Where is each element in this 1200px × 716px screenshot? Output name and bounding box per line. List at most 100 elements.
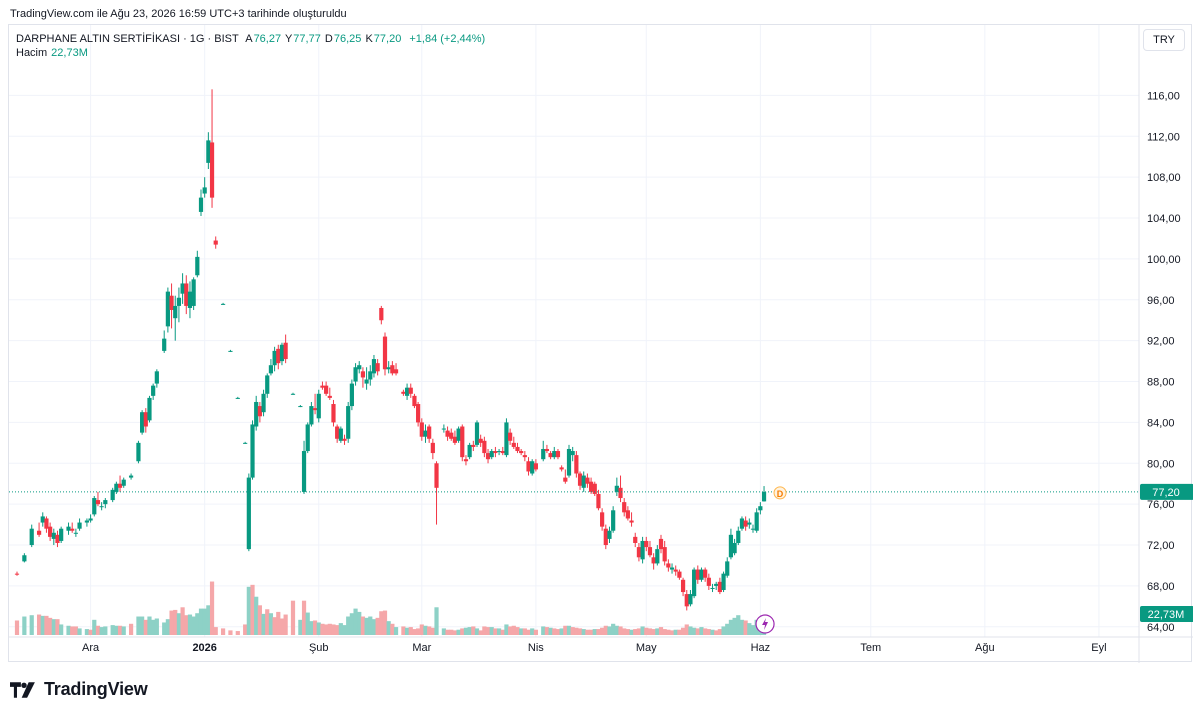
volume-bar bbox=[298, 619, 303, 635]
candle-body bbox=[592, 483, 597, 494]
candle-body bbox=[95, 500, 101, 505]
candle-body bbox=[59, 528, 64, 541]
candle-body bbox=[677, 571, 682, 578]
candle-body bbox=[246, 477, 251, 550]
candle-body bbox=[48, 526, 53, 537]
currency-button[interactable]: TRY bbox=[1143, 29, 1185, 51]
candle-body bbox=[471, 444, 476, 447]
candle-body bbox=[176, 297, 182, 306]
volume-bar bbox=[732, 617, 737, 635]
volume-bar bbox=[254, 596, 259, 635]
volume-bar bbox=[95, 625, 101, 635]
candle-body bbox=[544, 448, 550, 452]
candle-body bbox=[725, 561, 730, 576]
volume-bar bbox=[206, 605, 211, 635]
candle-body bbox=[117, 483, 123, 488]
candle-body bbox=[401, 391, 406, 394]
candle-body bbox=[290, 393, 296, 395]
candle-body bbox=[736, 530, 741, 543]
candle-body bbox=[198, 197, 204, 212]
candle-body bbox=[40, 516, 45, 523]
candle-body bbox=[206, 140, 211, 163]
volume-bar bbox=[73, 626, 78, 635]
candle-body bbox=[36, 530, 42, 535]
candle-body bbox=[504, 422, 509, 456]
candle-body bbox=[658, 538, 664, 550]
volume-bar bbox=[176, 613, 182, 635]
volume-bar bbox=[684, 624, 689, 635]
volume-bar bbox=[195, 613, 200, 635]
candle-body bbox=[316, 393, 321, 419]
volume-bar bbox=[77, 628, 82, 635]
volume-bar bbox=[220, 628, 226, 635]
candle-body bbox=[703, 569, 708, 578]
chart-frame[interactable]: 64,00 68,00 72,00 76,00 80,00 84,00 88,00 92,00… bbox=[8, 24, 1193, 663]
candle-body bbox=[77, 522, 82, 529]
candle-body bbox=[103, 500, 108, 505]
candle-body bbox=[493, 451, 498, 454]
volume-bar bbox=[368, 616, 373, 635]
x-tick-label: May bbox=[636, 642, 657, 654]
volume-bar bbox=[489, 627, 494, 635]
volume-bar bbox=[555, 629, 561, 635]
volume-bar bbox=[614, 625, 619, 635]
candle-body bbox=[268, 365, 274, 374]
volume-bar bbox=[51, 619, 56, 635]
y-tick-label: 92,00 bbox=[1147, 336, 1175, 348]
candle-body bbox=[728, 534, 734, 558]
volume-bar bbox=[29, 615, 34, 635]
volume-bar bbox=[423, 625, 428, 635]
candle-body bbox=[301, 451, 307, 492]
candle-body bbox=[585, 477, 590, 484]
candle-body bbox=[320, 385, 325, 388]
candle-body bbox=[680, 579, 686, 593]
volume-bar bbox=[515, 627, 520, 635]
candle-body bbox=[666, 563, 671, 568]
candle-body bbox=[622, 502, 627, 513]
volume-bar bbox=[647, 628, 653, 635]
volume-badge bbox=[1140, 606, 1193, 622]
volume-bar bbox=[305, 612, 310, 635]
volume-bar bbox=[478, 630, 483, 635]
volume-bar bbox=[353, 608, 358, 635]
candle-body bbox=[180, 283, 185, 294]
candle-body bbox=[441, 428, 446, 430]
volume-bar bbox=[371, 619, 377, 635]
volume-bar bbox=[268, 613, 274, 635]
y-tick-label: 112,00 bbox=[1147, 131, 1180, 143]
volume-bar bbox=[342, 625, 347, 635]
candle-body bbox=[393, 369, 399, 374]
candle-body bbox=[404, 387, 410, 396]
volume-bar bbox=[430, 627, 435, 635]
volume-bar bbox=[416, 628, 421, 635]
candle-body bbox=[84, 520, 90, 523]
legend-open-label: A bbox=[245, 33, 253, 45]
volume-bar bbox=[272, 617, 277, 635]
candle-body bbox=[618, 487, 623, 499]
candle-body bbox=[349, 383, 354, 407]
volume-bar bbox=[48, 617, 53, 635]
candle-body bbox=[147, 397, 152, 421]
volume-bar bbox=[169, 610, 174, 635]
candle-body bbox=[408, 387, 413, 394]
legend-close: 77,20 bbox=[373, 33, 402, 45]
y-tick-label: 84,00 bbox=[1147, 417, 1175, 429]
candle-body bbox=[261, 393, 266, 413]
candle-body bbox=[478, 438, 483, 443]
candlestick-chart[interactable]: 64,00 68,00 72,00 76,00 80,00 84,00 88,00 92,00… bbox=[9, 25, 1193, 663]
candle-body bbox=[312, 408, 318, 411]
candle-body bbox=[508, 432, 513, 441]
candle-body bbox=[706, 577, 711, 586]
volume-bar bbox=[622, 628, 627, 635]
volume-bar bbox=[349, 613, 354, 635]
volume-bar bbox=[474, 628, 480, 635]
volume-bar bbox=[688, 626, 693, 635]
candle-body bbox=[692, 569, 697, 597]
volume-bar bbox=[559, 628, 564, 635]
volume-bar bbox=[460, 628, 465, 635]
volume-bar bbox=[338, 623, 343, 635]
volume-bar bbox=[592, 629, 597, 635]
volume-bar bbox=[364, 617, 369, 635]
candle-body bbox=[324, 385, 329, 394]
volume-bar bbox=[725, 623, 730, 635]
